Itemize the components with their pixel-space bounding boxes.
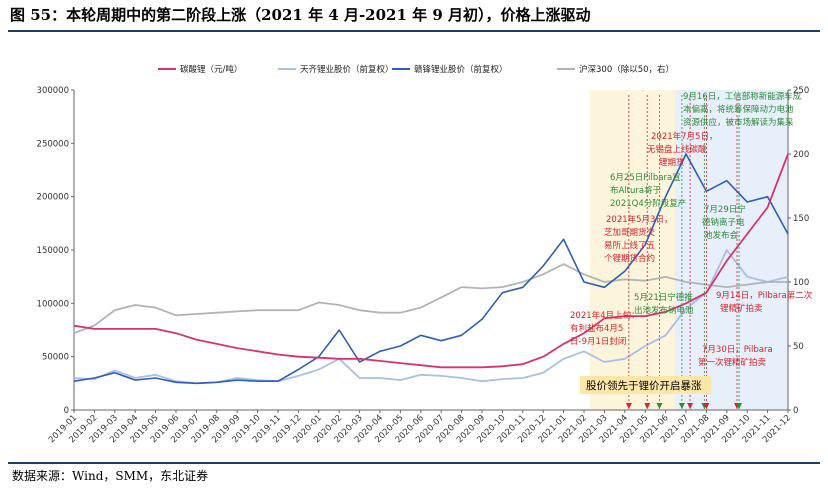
annotation-line: 9月14日，Pilbara第二次 — [716, 290, 813, 301]
annotation-jul30: 7月30日，Pilbara 第一次锂精矿拍卖 — [698, 345, 775, 368]
annotation-jul5: 2021年7月5日， 无锡盘上线碳酸 锂期货 — [647, 131, 720, 168]
y-right-tick-label: 150 — [793, 214, 809, 224]
annotation-line: 锂期货 — [659, 157, 685, 168]
y-left-tick-label: 0 — [64, 406, 69, 416]
series-line — [73, 153, 789, 385]
annotation-line: 资源供应，被市场解读为集采 — [683, 117, 794, 128]
annotation-line: 6月25日Pilbara宣 — [610, 172, 681, 183]
y-left-tick-label: 200000 — [37, 193, 69, 203]
annotation-may21: 5月21日宁德推 出池发布钠电池 — [634, 292, 695, 316]
annotation-line: 无锡盘上线碳酸 — [647, 144, 707, 155]
event-marker — [678, 403, 685, 409]
callout-text: 股价领先于锂价开启暴涨 — [586, 379, 702, 392]
annotation-line: 2021年5月3日， — [606, 214, 672, 225]
annotation-line: 9月16日，工信部称新能源车成 — [683, 91, 802, 102]
event-marker — [687, 403, 694, 409]
annotation-line: 出池发布钠电池 — [634, 305, 694, 316]
event-marker — [703, 403, 710, 409]
legend-label: 天齐锂业股价（前复权） — [300, 64, 394, 75]
annotation-line: 锂精矿拍卖 — [720, 303, 763, 314]
phase-highlight-yellow — [590, 90, 675, 410]
annotation-line: 有利盐布4月5 — [570, 323, 623, 334]
annotation-line: 日-9月1日封闭 — [570, 336, 626, 347]
y-right-tick-label: 50 — [793, 342, 804, 352]
event-marker — [644, 403, 651, 409]
y-right-tick-label: 100 — [793, 278, 809, 288]
annotation-line: 池发布会 — [704, 230, 739, 241]
annotation-line: 2021Q4分阶段复产 — [610, 198, 686, 209]
callout-box — [580, 376, 711, 394]
legend-label: 碳酸锂（元/吨） — [180, 64, 242, 75]
annotation-line: 7月30日，Pilbara — [702, 345, 773, 355]
event-marker — [625, 403, 632, 409]
y-left-tick-label: 50000 — [42, 353, 69, 363]
annotation-may3: 2021年5月3日， 芝加哥期货交 易所上线了五 个锂期货合约 — [604, 214, 675, 264]
title-rule — [8, 30, 820, 32]
legend-label: 赣锋锂业股价（前复权） — [414, 64, 508, 75]
event-marker — [736, 403, 743, 409]
figure-title: 图 55：本轮周期中的第二阶段上涨（2021 年 4 月-2021 年 9 月初… — [10, 6, 591, 24]
y-left-tick-label: 300000 — [37, 86, 69, 96]
y-left-tick-label: 150000 — [37, 246, 69, 256]
annotation-apr: 2021年4月上旬： 有利盐布4月5 日-9月1日封闭 — [570, 310, 642, 347]
annotation-line: 5月21日宁德推 — [634, 292, 693, 303]
annotation-sep16: 9月16日，工信部称新能源车成 本偏高，将统筹保障动力电池 资源供应，被市场解读… — [683, 91, 804, 128]
annotation-sep14: 9月14日，Pilbara第二次 锂精矿拍卖 — [716, 290, 815, 314]
annotation-line: 布Altura将于 — [610, 185, 662, 196]
annotation-jun25: 6月25日Pilbara宣 布Altura将于 2021Q4分阶段复产 — [610, 172, 686, 209]
event-marker — [656, 403, 663, 409]
annotation-line: 2021年7月5日， — [651, 131, 717, 142]
source-note: 数据来源：Wind，SMM，东北证券 — [12, 469, 209, 483]
y-left-tick-label: 250000 — [37, 139, 69, 149]
y-right-tick-label: 0 — [793, 406, 798, 416]
annotation-line: 7月29日宁 — [704, 204, 746, 215]
legend-label: 沪深300（除以50，右） — [579, 64, 674, 75]
y-right-tick-label: 200 — [793, 150, 809, 160]
series-line — [73, 263, 788, 335]
y-right-tick-label: 250 — [793, 86, 809, 96]
annotation-line: 本偏高，将统筹保障动力电池 — [683, 104, 794, 115]
source-rule — [8, 462, 820, 464]
annotation-line: 个锂期货合约 — [604, 253, 655, 264]
annotation-line: 第一次锂精矿拍卖 — [698, 357, 767, 368]
annotation-line: 德钠离子电 — [702, 217, 745, 228]
annotation-line: 易所上线了五 — [604, 240, 656, 251]
phase-highlight-blue — [675, 90, 788, 410]
y-left-tick-label: 100000 — [37, 299, 69, 309]
annotation-jul29: 7月29日宁 德钠离子电 池发布会 — [702, 204, 748, 241]
series-line — [73, 153, 789, 369]
annotation-line: 2021年4月上旬： — [570, 310, 640, 321]
annotation-line: 芝加哥期货交 — [604, 227, 656, 238]
